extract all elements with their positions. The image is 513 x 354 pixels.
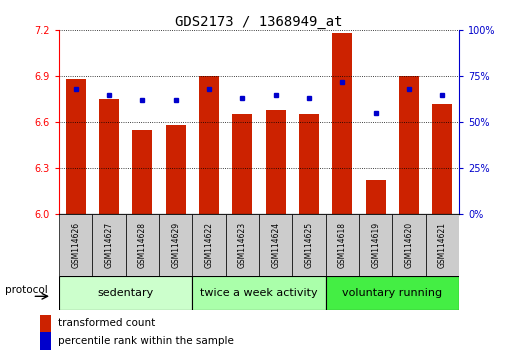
Bar xyxy=(359,214,392,276)
Text: GSM114618: GSM114618 xyxy=(338,222,347,268)
Text: GSM114624: GSM114624 xyxy=(271,222,280,268)
Bar xyxy=(99,99,119,214)
Bar xyxy=(159,214,192,276)
Bar xyxy=(232,114,252,214)
Text: GSM114626: GSM114626 xyxy=(71,222,80,268)
Bar xyxy=(59,276,192,310)
Bar xyxy=(66,79,86,214)
Bar xyxy=(292,214,326,276)
Text: GSM114627: GSM114627 xyxy=(105,222,113,268)
Bar xyxy=(366,181,386,214)
Bar xyxy=(59,214,92,276)
Bar xyxy=(40,314,51,332)
Text: GSM114623: GSM114623 xyxy=(238,222,247,268)
Text: GSM114621: GSM114621 xyxy=(438,222,447,268)
Bar xyxy=(126,214,159,276)
Text: GSM114622: GSM114622 xyxy=(205,222,213,268)
Bar xyxy=(92,214,126,276)
Text: protocol: protocol xyxy=(5,285,48,295)
Title: GDS2173 / 1368949_at: GDS2173 / 1368949_at xyxy=(175,15,343,29)
Bar xyxy=(266,110,286,214)
Text: voluntary running: voluntary running xyxy=(342,288,443,298)
Text: twice a week activity: twice a week activity xyxy=(200,288,318,298)
Text: transformed count: transformed count xyxy=(58,318,155,328)
Text: GSM114628: GSM114628 xyxy=(138,222,147,268)
Text: GSM114620: GSM114620 xyxy=(405,222,413,268)
Text: GSM114619: GSM114619 xyxy=(371,222,380,268)
Bar xyxy=(326,214,359,276)
Bar xyxy=(132,130,152,214)
Bar xyxy=(192,214,226,276)
Bar xyxy=(199,76,219,214)
Bar xyxy=(326,276,459,310)
Bar xyxy=(426,214,459,276)
Text: percentile rank within the sample: percentile rank within the sample xyxy=(58,336,234,346)
Text: sedentary: sedentary xyxy=(97,288,154,298)
Bar xyxy=(399,76,419,214)
Bar xyxy=(226,214,259,276)
Bar xyxy=(432,104,452,214)
Bar xyxy=(299,114,319,214)
Bar xyxy=(259,214,292,276)
Bar xyxy=(332,33,352,214)
Bar xyxy=(392,214,426,276)
Text: GSM114625: GSM114625 xyxy=(305,222,313,268)
Bar xyxy=(192,276,326,310)
Bar xyxy=(40,332,51,350)
Text: GSM114629: GSM114629 xyxy=(171,222,180,268)
Bar xyxy=(166,125,186,214)
